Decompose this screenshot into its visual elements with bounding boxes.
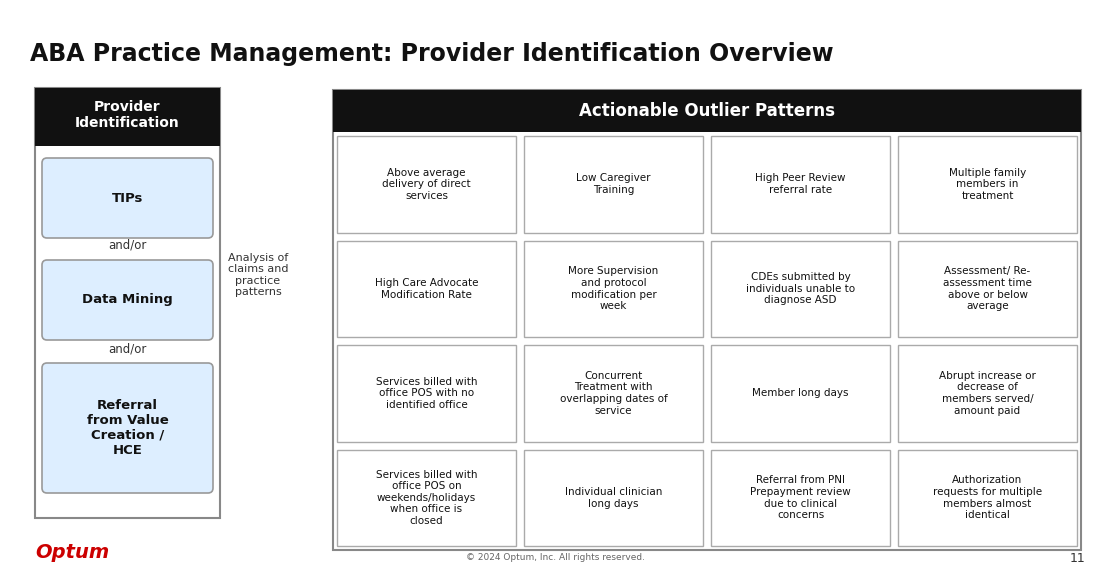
Bar — [898, 345, 1077, 441]
Bar — [712, 241, 890, 337]
Bar — [712, 345, 890, 441]
Bar — [337, 345, 516, 441]
Text: Authorization
requests for multiple
members almost
identical: Authorization requests for multiple memb… — [932, 475, 1042, 520]
Bar — [524, 241, 703, 337]
Bar — [898, 136, 1077, 233]
FancyBboxPatch shape — [42, 260, 213, 340]
Text: High Peer Review
referral rate: High Peer Review referral rate — [755, 174, 846, 195]
Text: Referral
from Value
Creation /
HCE: Referral from Value Creation / HCE — [87, 399, 169, 457]
FancyBboxPatch shape — [42, 363, 213, 493]
Text: and/or: and/or — [109, 238, 147, 251]
Text: ABA Practice Management: Provider Identification Overview: ABA Practice Management: Provider Identi… — [30, 42, 834, 66]
Text: © 2024 Optum, Inc. All rights reserved.: © 2024 Optum, Inc. All rights reserved. — [465, 553, 645, 563]
Text: 11: 11 — [1069, 552, 1084, 564]
Text: CDEs submitted by
individuals unable to
diagnose ASD: CDEs submitted by individuals unable to … — [746, 272, 855, 305]
Text: Provider
Identification: Provider Identification — [75, 100, 180, 130]
Text: Optum: Optum — [36, 543, 109, 563]
Text: Above average
delivery of direct
services: Above average delivery of direct service… — [382, 168, 471, 201]
Bar — [898, 241, 1077, 337]
Text: Abrupt increase or
decrease of
members served/
amount paid: Abrupt increase or decrease of members s… — [939, 371, 1036, 416]
Text: Member long days: Member long days — [753, 388, 849, 398]
Text: Concurrent
Treatment with
overlapping dates of
service: Concurrent Treatment with overlapping da… — [559, 371, 667, 416]
Bar — [524, 136, 703, 233]
Bar — [712, 136, 890, 233]
Text: Assessment/ Re-
assessment time
above or below
average: Assessment/ Re- assessment time above or… — [944, 266, 1032, 311]
Text: Services billed with
office POS on
weekends/holidays
when office is
closed: Services billed with office POS on weeke… — [376, 469, 477, 526]
Bar — [333, 90, 1081, 550]
Bar — [898, 449, 1077, 546]
Bar — [36, 88, 220, 518]
Text: Low Caregiver
Training: Low Caregiver Training — [576, 174, 650, 195]
Bar — [524, 449, 703, 546]
Text: Individual clinician
long days: Individual clinician long days — [565, 487, 663, 508]
Text: Analysis of
claims and
practice
patterns: Analysis of claims and practice patterns — [228, 252, 289, 297]
Bar — [337, 241, 516, 337]
Bar — [333, 90, 1081, 132]
FancyBboxPatch shape — [42, 158, 213, 238]
Bar — [36, 88, 220, 146]
Bar — [524, 345, 703, 441]
Text: More Supervision
and protocol
modification per
week: More Supervision and protocol modificati… — [568, 266, 658, 311]
Text: Referral from PNI
Prepayment review
due to clinical
concerns: Referral from PNI Prepayment review due … — [750, 475, 851, 520]
Text: Services billed with
office POS with no
identified office: Services billed with office POS with no … — [376, 377, 477, 410]
Text: Multiple family
members in
treatment: Multiple family members in treatment — [949, 168, 1026, 201]
Bar — [337, 136, 516, 233]
Bar — [712, 449, 890, 546]
Text: and/or: and/or — [109, 342, 147, 356]
Text: TIPs: TIPs — [112, 191, 143, 205]
Text: Data Mining: Data Mining — [82, 293, 173, 307]
Text: Actionable Outlier Patterns: Actionable Outlier Patterns — [579, 102, 835, 120]
Bar — [337, 449, 516, 546]
Text: High Care Advocate
Modification Rate: High Care Advocate Modification Rate — [375, 278, 478, 300]
